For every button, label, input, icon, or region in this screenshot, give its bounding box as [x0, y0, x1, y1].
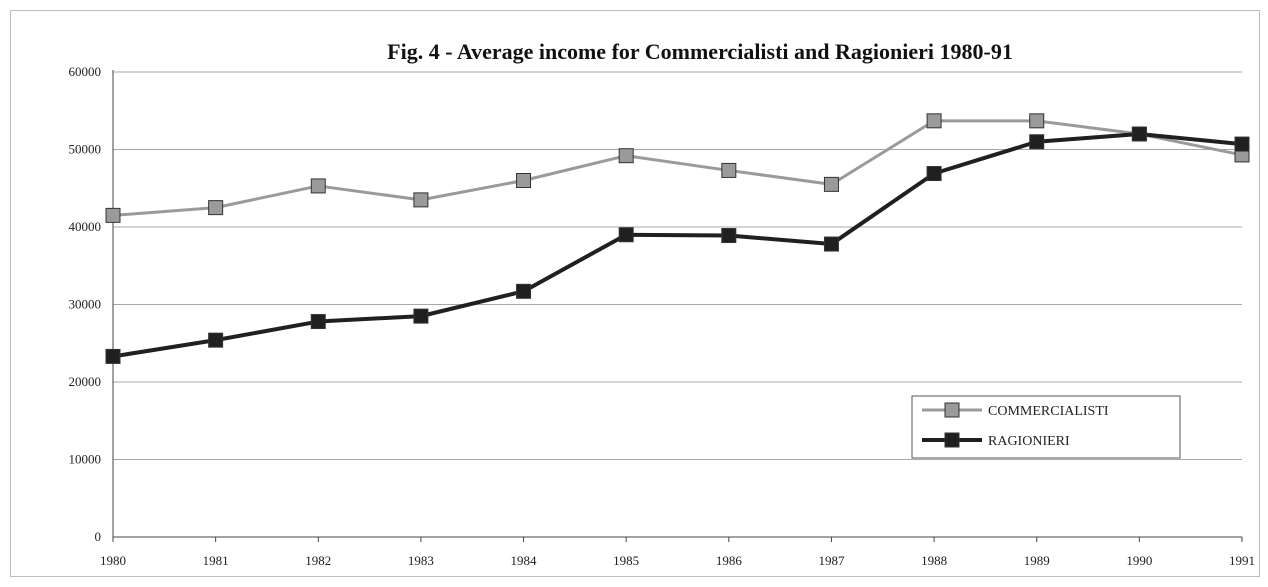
x-tick-label: 1991 — [1229, 553, 1255, 568]
data-point — [310, 314, 326, 330]
data-point — [413, 192, 429, 208]
data-point — [516, 173, 532, 188]
legend: COMMERCIALISTI RAGIONIERI — [911, 395, 1181, 459]
y-tick-label: 40000 — [69, 219, 102, 234]
x-tick-label: 1988 — [921, 553, 947, 568]
x-tick-label: 1982 — [305, 553, 331, 568]
data-point — [618, 227, 634, 243]
series-ragionieri — [105, 126, 1250, 364]
x-tick-label: 1985 — [613, 553, 639, 568]
data-point — [413, 308, 429, 324]
data-point — [516, 283, 532, 299]
data-point — [1234, 136, 1250, 152]
y-tick-label: 0 — [95, 529, 102, 544]
data-point — [823, 176, 839, 192]
x-tick-label: 1990 — [1126, 553, 1152, 568]
data-point — [926, 166, 942, 182]
chart-title: Fig. 4 - Average income for Commercialis… — [387, 39, 1013, 64]
y-tick-label: 20000 — [69, 374, 102, 389]
data-point — [208, 200, 224, 216]
x-tick-label: 1983 — [408, 553, 434, 568]
data-point — [823, 236, 839, 252]
gridlines — [113, 71, 1242, 460]
data-point — [310, 178, 326, 194]
data-point — [721, 228, 737, 244]
legend-marker — [944, 432, 960, 448]
y-tick-label: 60000 — [69, 64, 102, 79]
x-tick-label: 1989 — [1024, 553, 1050, 568]
legend-label: RAGIONIERI — [988, 434, 1070, 449]
data-point — [1029, 113, 1045, 129]
series-line — [112, 132, 1243, 359]
data-point — [721, 162, 737, 178]
x-tick-label: 1984 — [511, 553, 538, 568]
y-tick-label: 10000 — [69, 452, 102, 467]
data-point — [208, 332, 224, 348]
x-tick-label: 1986 — [716, 553, 743, 568]
y-tick-label: 30000 — [69, 297, 102, 312]
legend-label: COMMERCIALISTI — [988, 404, 1109, 419]
y-tick-label: 50000 — [69, 142, 102, 157]
legend-marker — [944, 402, 960, 418]
data-point — [618, 148, 634, 164]
series-commercialisti — [105, 113, 1250, 223]
data-point — [1131, 126, 1147, 142]
series — [105, 113, 1250, 364]
data-point — [926, 113, 942, 129]
axes: 0 10000 20000 30000 40000 50000 60000 1980 1981 1… — [69, 64, 1256, 568]
x-tick-label: 1980 — [100, 553, 126, 568]
x-tick-label: 1981 — [203, 553, 229, 568]
x-tick-label: 1987 — [818, 553, 845, 568]
data-point — [105, 348, 121, 364]
chart-frame — [10, 10, 1260, 577]
data-point — [105, 207, 121, 223]
series-line — [112, 119, 1243, 217]
data-point — [1029, 134, 1045, 150]
